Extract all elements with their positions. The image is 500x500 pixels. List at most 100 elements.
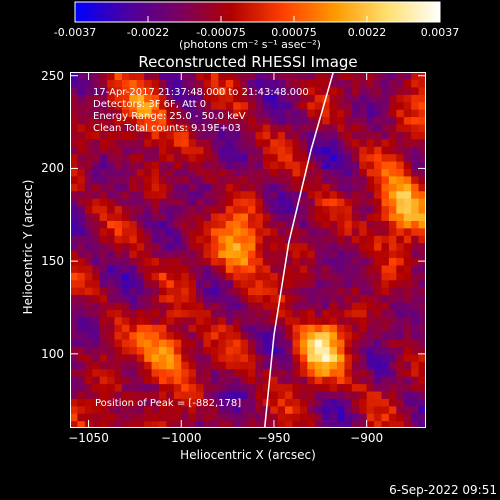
heatmap-cell (307, 220, 316, 229)
heatmap-cell (299, 86, 308, 95)
heatmap-cell (255, 272, 264, 281)
heatmap-cell (248, 279, 257, 288)
heatmap-cell (173, 279, 182, 288)
heatmap-cell (307, 123, 316, 132)
heatmap-cell (381, 183, 390, 192)
heatmap-cell (188, 324, 197, 333)
heatmap-cell (292, 250, 301, 259)
heatmap-cell (233, 272, 242, 281)
heatmap-cell (136, 250, 145, 259)
heatmap-cell (322, 413, 331, 422)
heatmap-cell (262, 123, 271, 132)
heatmap-cell (70, 227, 79, 236)
heatmap-cell (329, 331, 338, 340)
heatmap-cell (144, 79, 153, 88)
heatmap-cell (77, 212, 86, 221)
heatmap-cell (84, 376, 93, 385)
heatmap-cell (196, 183, 205, 192)
heatmap-cell (255, 309, 264, 318)
heatmap-cell (181, 175, 190, 184)
heatmap-cell (188, 301, 197, 310)
heatmap-cell (262, 168, 271, 177)
heatmap-cell (255, 316, 264, 325)
heatmap-cell (173, 368, 182, 377)
heatmap-cell (344, 72, 353, 81)
heatmap-cell (411, 257, 420, 266)
heatmap-cell (99, 235, 108, 244)
heatmap-cell (166, 264, 175, 273)
heatmap-cell (255, 242, 264, 251)
heatmap-cell (92, 190, 101, 199)
heatmap-cell (255, 146, 264, 155)
heatmap-cell (403, 405, 412, 414)
heatmap-cell (92, 183, 101, 192)
heatmap-cell (366, 264, 375, 273)
heatmap-cell (411, 361, 420, 370)
heatmap-cell (99, 138, 108, 147)
heatmap-cell (188, 383, 197, 392)
heatmap-cell (337, 272, 346, 281)
heatmap-cell (396, 212, 405, 221)
heatmap-cell (403, 301, 412, 310)
heatmap-cell (77, 72, 86, 81)
heatmap-cell (329, 294, 338, 303)
heatmap-cell (77, 324, 86, 333)
heatmap-cell (351, 420, 360, 428)
heatmap-cell (388, 264, 397, 273)
heatmap-cell (292, 413, 301, 422)
heatmap-cell (144, 353, 153, 362)
heatmap-cell (240, 131, 249, 140)
heatmap-cell (203, 346, 212, 355)
heatmap-cell (84, 309, 93, 318)
heatmap-cell (240, 272, 249, 281)
heatmap-cell (403, 279, 412, 288)
heatmap-cell (99, 86, 108, 95)
heatmap-cell (285, 86, 294, 95)
heatmap-cell (418, 405, 426, 414)
heatmap-cell (374, 257, 383, 266)
heatmap-cell (233, 101, 242, 110)
heatmap-cell (173, 361, 182, 370)
heatmap-cell (314, 376, 323, 385)
heatmap-cell (396, 279, 405, 288)
heatmap-cell (233, 161, 242, 170)
heatmap-cell (411, 198, 420, 207)
heatmap-cell (314, 339, 323, 348)
heatmap-cell (84, 94, 93, 103)
heatmap-cell (196, 242, 205, 251)
heatmap-cell (240, 235, 249, 244)
heatmap-cell (381, 94, 390, 103)
heatmap-cell (70, 339, 79, 348)
heatmap-cell (210, 242, 219, 251)
heatmap-cell (136, 264, 145, 273)
heatmap-cell (77, 146, 86, 155)
heatmap-cell (329, 123, 338, 132)
heatmap-cell (337, 175, 346, 184)
heatmap-cell (107, 294, 116, 303)
heatmap-cell (203, 294, 212, 303)
heatmap-cell (107, 250, 116, 259)
heatmap-cell (285, 398, 294, 407)
colorbar-tick-label: 0.0022 (347, 26, 387, 39)
heatmap-cell (173, 220, 182, 229)
heatmap-cell (151, 309, 160, 318)
heatmap-cell (218, 368, 227, 377)
heatmap-cell (159, 301, 168, 310)
heatmap-cell (240, 198, 249, 207)
heatmap-cell (107, 153, 116, 162)
heatmap-cell (136, 368, 145, 377)
heatmap-cell (359, 413, 368, 422)
heatmap-cell (396, 398, 405, 407)
heatmap-cell (144, 398, 153, 407)
heatmap-cell (188, 398, 197, 407)
heatmap-cell (277, 420, 286, 428)
heatmap-cell (418, 116, 426, 125)
heatmap-cell (166, 287, 175, 296)
heatmap-cell (92, 86, 101, 95)
heatmap-cell (366, 398, 375, 407)
heatmap-cell (307, 250, 316, 259)
heatmap-cell (151, 109, 160, 118)
heatmap-cell (196, 390, 205, 399)
heatmap-cell (99, 116, 108, 125)
heatmap-cell (70, 361, 79, 370)
